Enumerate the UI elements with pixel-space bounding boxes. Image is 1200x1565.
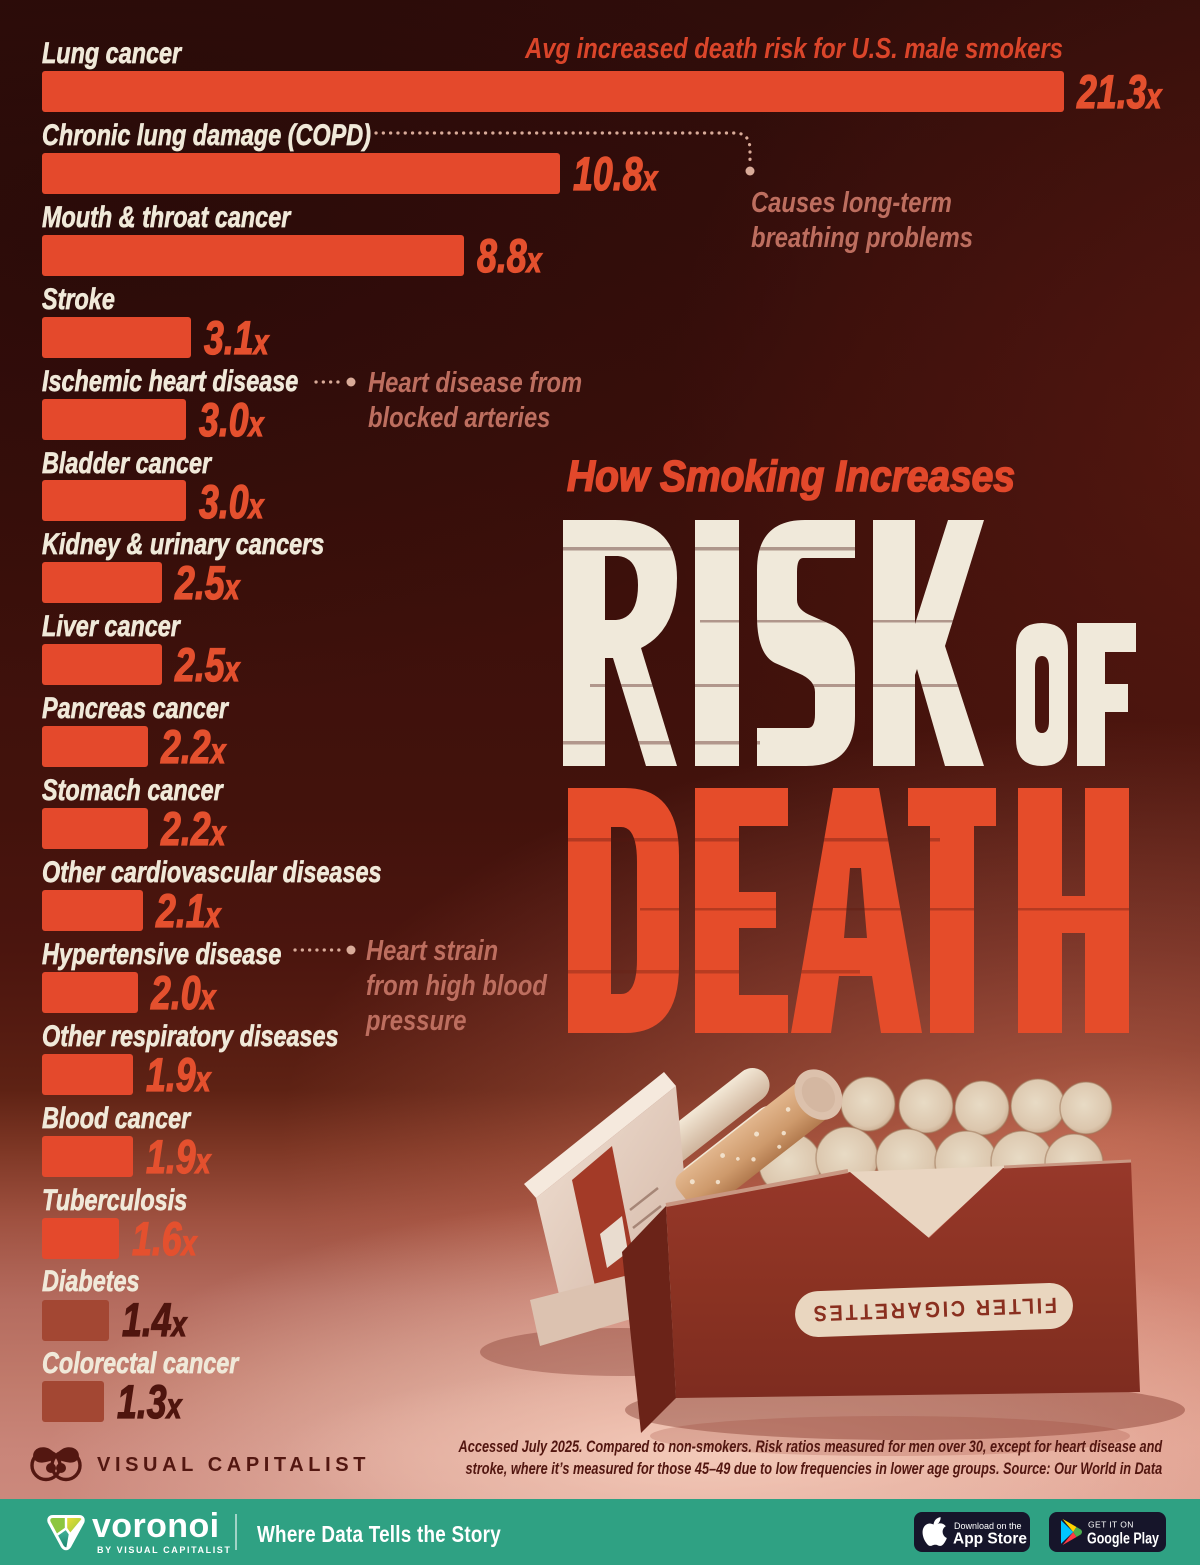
svg-text:App Store: App Store <box>953 1531 1027 1548</box>
svg-text:Google Play: Google Play <box>1087 1531 1159 1548</box>
svg-text:Download on the: Download on the <box>954 1521 1022 1531</box>
svg-text:How Smoking Increases: How Smoking Increases <box>567 452 1015 501</box>
svg-text:GET IT ON: GET IT ON <box>1088 1520 1134 1530</box>
